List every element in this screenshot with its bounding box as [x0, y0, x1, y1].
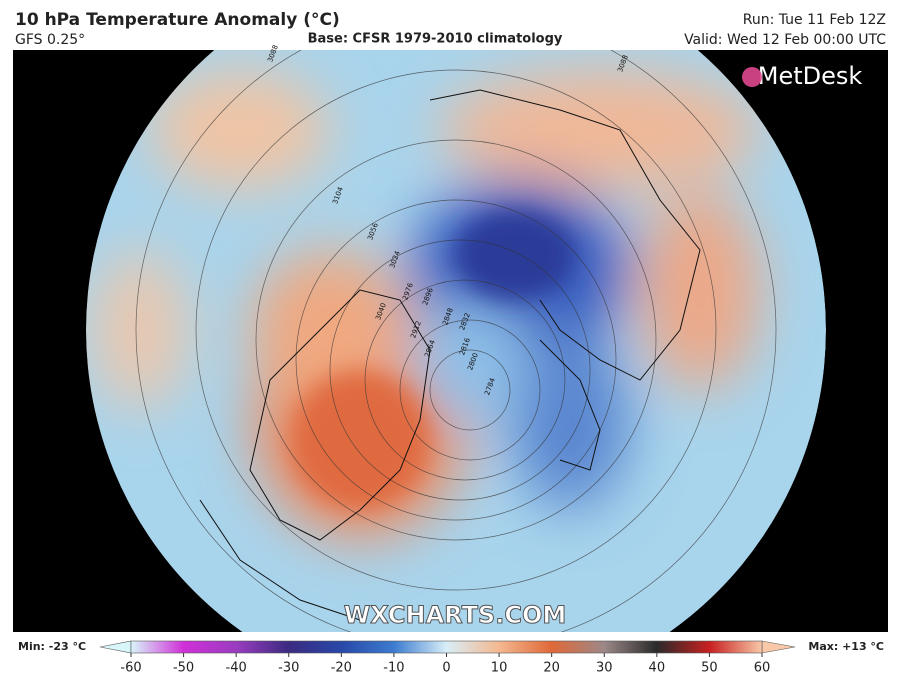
colorbar-tick-label: -40 [226, 661, 247, 676]
map: WXCHARTS.COM MetDesk [13, 50, 888, 632]
title: 10 hPa Temperature Anomaly (°C) [15, 10, 340, 30]
colorbar-tick-label: -50 [173, 661, 194, 676]
logo: MetDesk [758, 62, 863, 90]
colorbar-tick-label: 50 [701, 661, 718, 676]
colorbar-tick-label: -10 [383, 661, 404, 676]
colorbar-tick-label: -30 [278, 661, 299, 676]
colorbar-arrow-high [761, 640, 796, 654]
colorbar-tick-label: 10 [491, 661, 508, 676]
base: Base: CFSR 1979-2010 climatology [308, 32, 563, 47]
colorbar-tick-label: 20 [543, 661, 560, 676]
colorbar-tick-label: -60 [120, 661, 141, 676]
model: GFS 0.25° [15, 32, 85, 48]
colorbar-tick-label: 0 [442, 661, 450, 676]
colorbar [130, 640, 763, 654]
colorbar-tick-label: 60 [754, 661, 771, 676]
colorbar-tick-label: 40 [649, 661, 666, 676]
colorbar-ticks: -60 -50 -40 -30 -20 -10 0 10 20 30 40 50 60 [120, 653, 770, 676]
colorbar-tick-label: 30 [596, 661, 613, 676]
run: Run: Tue 11 Feb 12Z [743, 12, 886, 28]
colorbar-arrow-low [99, 640, 132, 654]
valid: Valid: Wed 12 Feb 00:00 UTC [684, 32, 886, 48]
max-label: Max: +13 °C [808, 640, 884, 653]
logo-icon [742, 67, 762, 87]
min-label: Min: -23 °C [18, 640, 86, 653]
colorbar-tick-label: -20 [331, 661, 352, 676]
watermark: WXCHARTS.COM [344, 601, 566, 629]
